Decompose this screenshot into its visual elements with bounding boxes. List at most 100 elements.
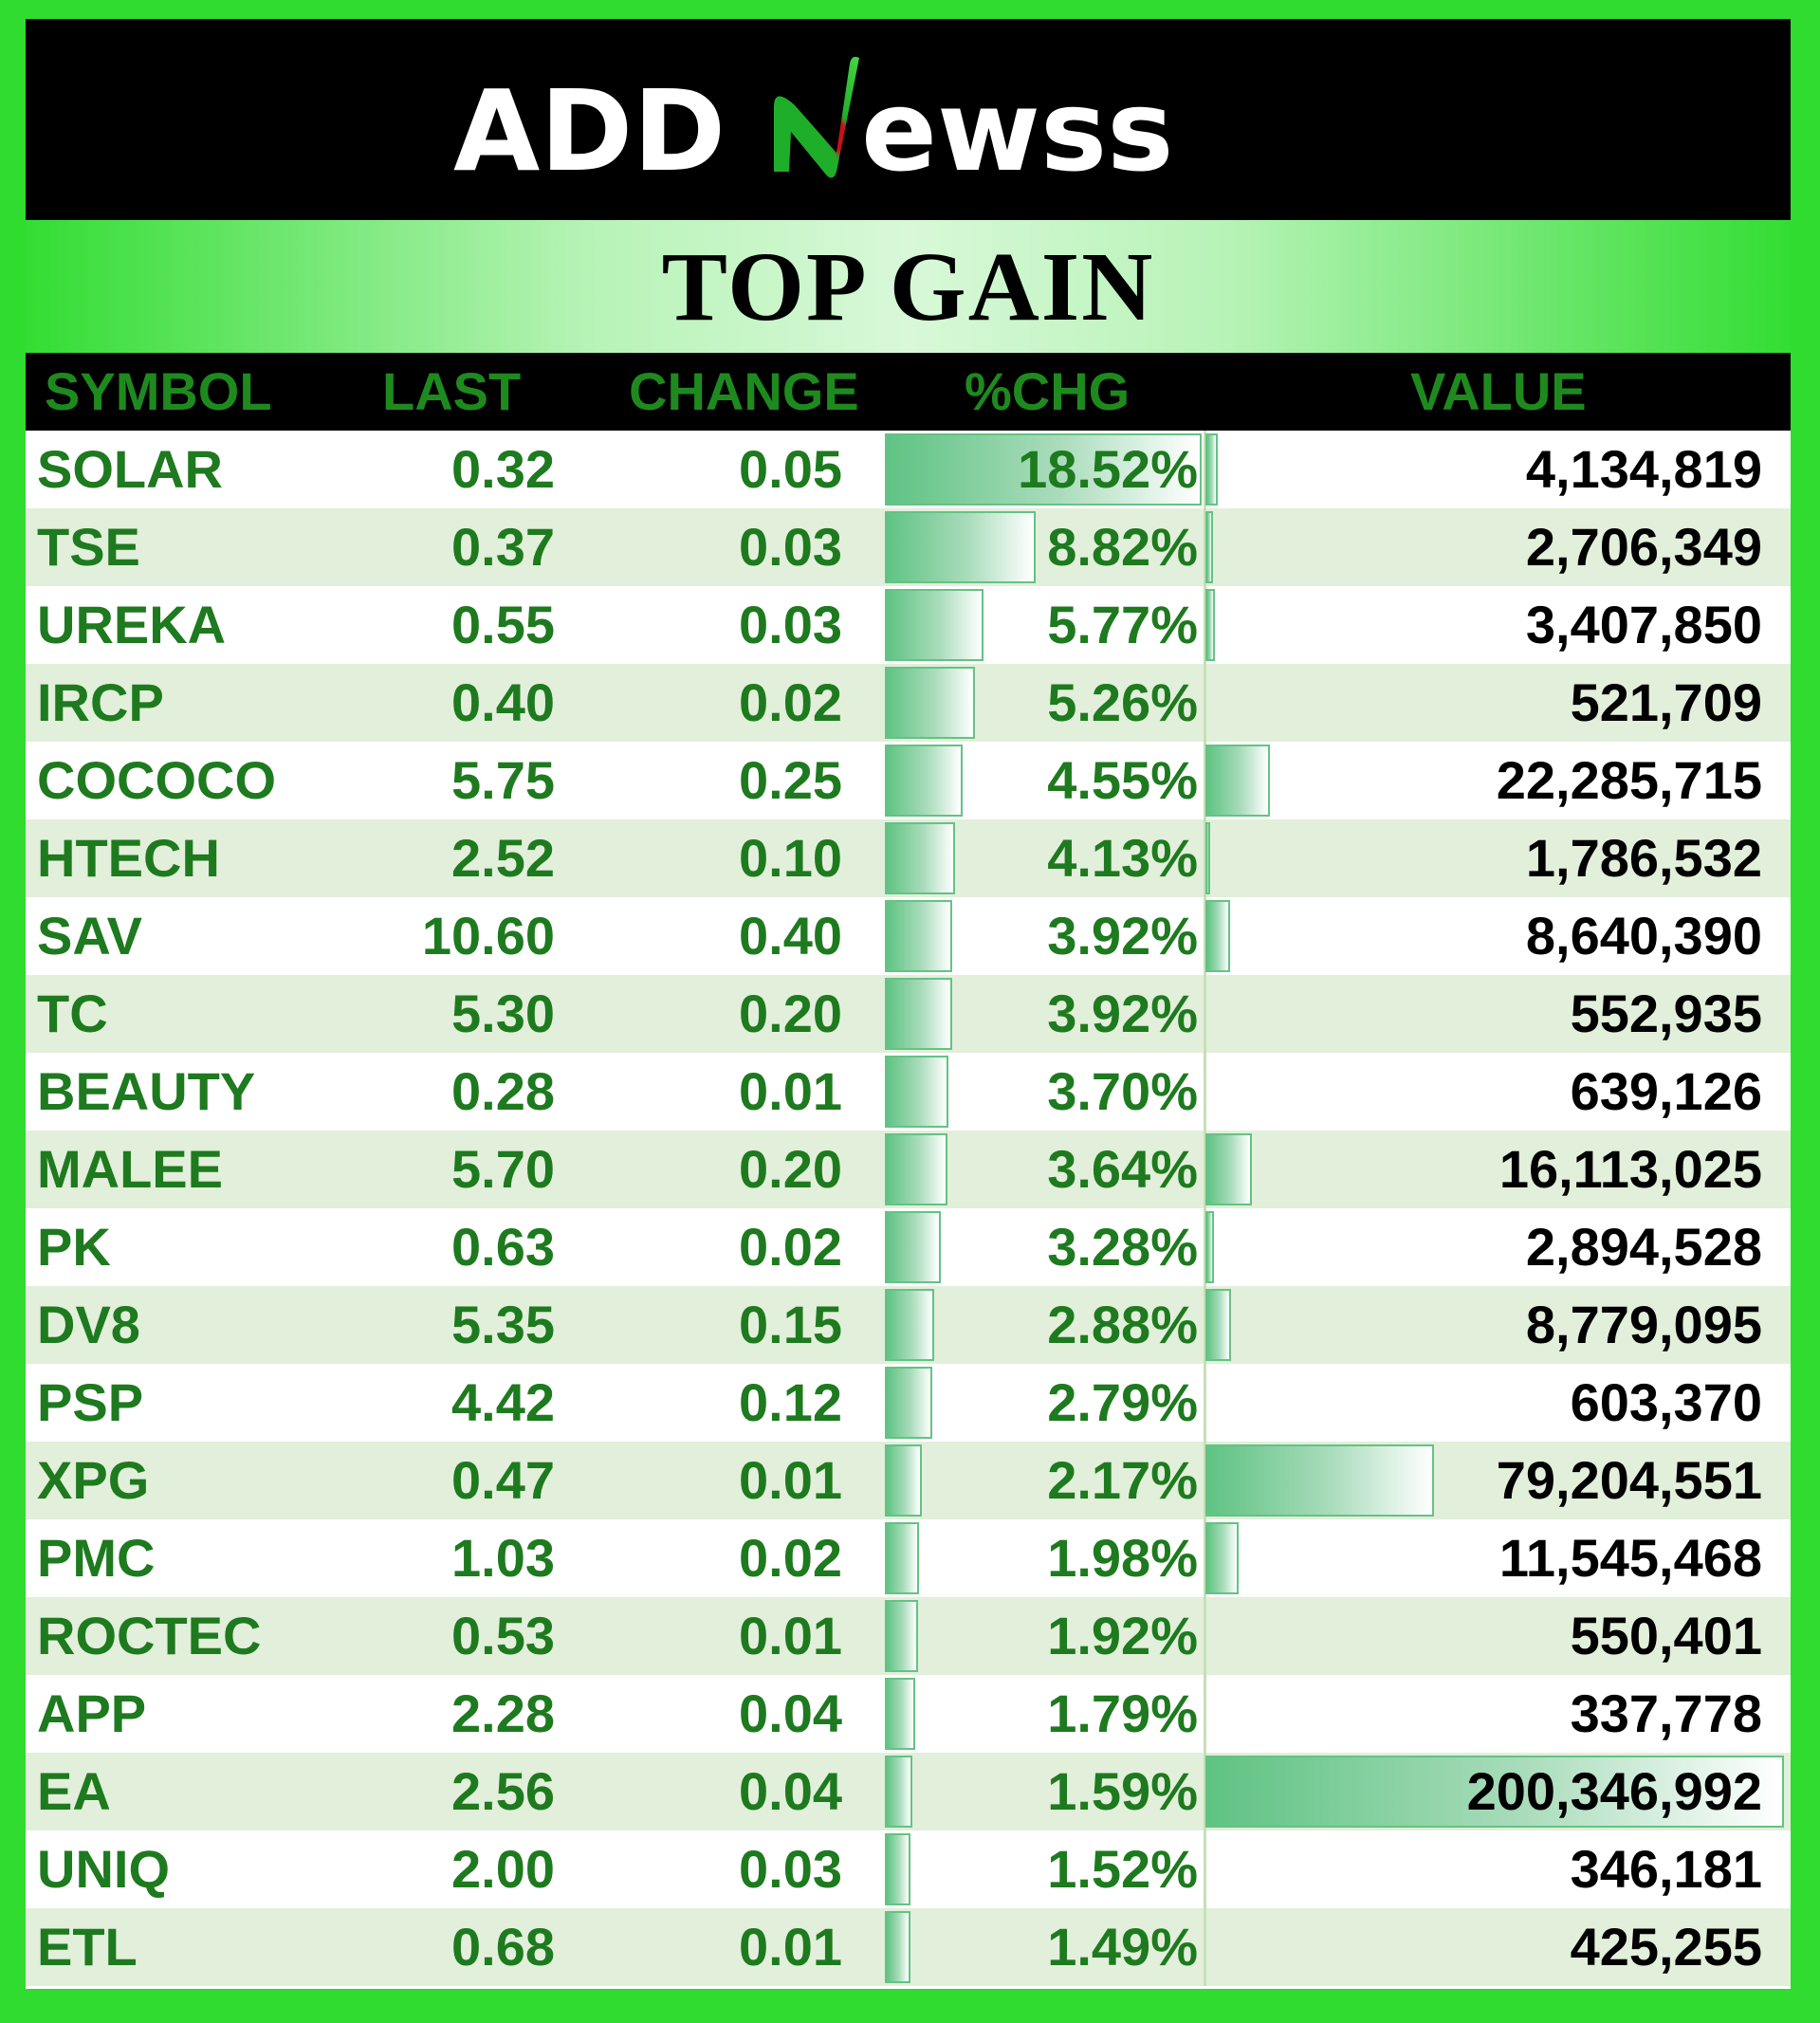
- symbol-cell: PMC: [37, 1528, 156, 1588]
- value-data-bar: [1205, 900, 1230, 972]
- symbol-cell: IRCP: [37, 672, 164, 732]
- pchg-data-bar: [885, 1756, 912, 1828]
- symbol-cell: XPG: [37, 1450, 150, 1510]
- symbol-cell: MALEE: [37, 1139, 223, 1199]
- change-cell: 0.20: [739, 1139, 842, 1199]
- pchg-data-bar: [885, 1133, 947, 1205]
- column-divider: [1204, 897, 1206, 975]
- pchg-cell: 3.64%: [1047, 1139, 1198, 1199]
- value-data-bar: [1205, 745, 1270, 817]
- change-cell: 0.25: [739, 750, 842, 810]
- value-data-bar: [1205, 822, 1210, 894]
- pchg-data-bar: [885, 1522, 919, 1594]
- page-title: TOP GAIN: [661, 231, 1155, 341]
- symbol-cell: TC: [37, 984, 108, 1043]
- pchg-data-bar: [885, 1367, 932, 1439]
- symbol-cell: COCOCO: [37, 750, 276, 810]
- pchg-data-bar: [885, 1056, 948, 1128]
- table-row: MALEE 5.70 0.20 3.64% 16,113,025: [26, 1131, 1791, 1208]
- symbol-cell: ETL: [37, 1917, 138, 1977]
- value-cell: 22,285,715: [1496, 750, 1762, 810]
- value-cell: 16,113,025: [1498, 1139, 1762, 1199]
- column-divider: [1204, 431, 1206, 508]
- table-row: BEAUTY 0.28 0.01 3.70% 639,126: [26, 1053, 1791, 1131]
- pchg-cell: 3.92%: [1047, 906, 1198, 966]
- table-frame: ADD ewss TOP GAIN SYMBOL LAST CHANGE %CH…: [26, 19, 1791, 1989]
- pchg-cell: 1.92%: [1047, 1606, 1198, 1665]
- pchg-cell: 1.79%: [1047, 1683, 1198, 1743]
- pchg-cell: 3.92%: [1047, 984, 1198, 1043]
- symbol-cell: BEAUTY: [37, 1061, 256, 1121]
- value-data-bar: [1205, 511, 1213, 583]
- change-cell: 0.03: [739, 517, 842, 577]
- last-cell: 4.42: [451, 1372, 555, 1432]
- symbol-cell: PSP: [37, 1372, 144, 1432]
- last-cell: 0.47: [451, 1450, 555, 1510]
- value-data-bar: [1205, 1289, 1231, 1361]
- symbol-cell: EA: [37, 1761, 111, 1821]
- pchg-cell: 4.13%: [1047, 828, 1198, 888]
- table-row: HTECH 2.52 0.10 4.13% 1,786,532: [26, 819, 1791, 897]
- table-row: COCOCO 5.75 0.25 4.55% 22,285,715: [26, 742, 1791, 819]
- pchg-data-bar: [885, 745, 963, 817]
- value-cell: 639,126: [1570, 1061, 1762, 1121]
- value-data-bar: [1205, 1133, 1252, 1205]
- table-row: PSP 4.42 0.12 2.79% 603,370: [26, 1364, 1791, 1442]
- column-divider: [1204, 1753, 1206, 1830]
- title-band: TOP GAIN: [26, 220, 1791, 353]
- value-data-bar: [1205, 1756, 1784, 1828]
- column-header-symbol: SYMBOL: [45, 361, 272, 421]
- last-cell: 0.37: [451, 517, 555, 577]
- column-divider: [1204, 819, 1206, 897]
- symbol-cell: HTECH: [37, 828, 220, 888]
- symbol-cell: UNIQ: [37, 1839, 170, 1899]
- table-row: ROCTEC 0.53 0.01 1.92% 550,401: [26, 1597, 1791, 1675]
- value-cell: 2,706,349: [1525, 517, 1762, 577]
- value-data-bar: [1205, 589, 1215, 661]
- change-cell: 0.04: [739, 1761, 842, 1821]
- change-cell: 0.20: [739, 984, 842, 1043]
- last-cell: 0.53: [451, 1606, 555, 1665]
- column-divider: [1204, 1208, 1206, 1286]
- table-row: SAV 10.60 0.40 3.92% 8,640,390: [26, 897, 1791, 975]
- pchg-cell: 1.52%: [1047, 1839, 1198, 1899]
- table-row: IRCP 0.40 0.02 5.26% 521,709: [26, 664, 1791, 742]
- symbol-cell: DV8: [37, 1295, 140, 1354]
- column-divider: [1204, 1364, 1206, 1442]
- value-cell: 11,545,468: [1498, 1528, 1762, 1588]
- pchg-cell: 18.52%: [1018, 439, 1198, 499]
- value-cell: 2,894,528: [1525, 1217, 1762, 1277]
- table-row: TC 5.30 0.20 3.92% 552,935: [26, 975, 1791, 1053]
- last-cell: 10.60: [421, 906, 555, 966]
- value-data-bar: [1205, 1444, 1434, 1517]
- symbol-cell: APP: [37, 1683, 147, 1743]
- pchg-data-bar: [885, 1911, 910, 1983]
- column-divider: [1204, 1597, 1206, 1675]
- change-cell: 0.05: [739, 439, 842, 499]
- column-divider: [1204, 975, 1206, 1053]
- change-cell: 0.02: [739, 672, 842, 732]
- pchg-cell: 1.49%: [1047, 1917, 1198, 1977]
- brand-logo: ADD ewss: [26, 19, 1791, 220]
- column-divider: [1204, 1675, 1206, 1753]
- column-divider: [1204, 742, 1206, 819]
- change-cell: 0.01: [739, 1606, 842, 1665]
- table-row: TSE 0.37 0.03 8.82% 2,706,349: [26, 508, 1791, 586]
- pchg-data-bar: [885, 667, 975, 739]
- table-row: APP 2.28 0.04 1.79% 337,778: [26, 1675, 1791, 1753]
- svg-text:ewss: ewss: [861, 65, 1174, 191]
- value-cell: 346,181: [1570, 1839, 1762, 1899]
- value-cell: 552,935: [1570, 984, 1762, 1043]
- pchg-cell: 5.77%: [1047, 595, 1198, 654]
- change-cell: 0.03: [739, 595, 842, 654]
- change-cell: 0.01: [739, 1061, 842, 1121]
- value-data-bar: [1205, 1522, 1239, 1594]
- value-cell: 521,709: [1570, 672, 1762, 732]
- last-cell: 0.40: [451, 672, 555, 732]
- last-cell: 1.03: [451, 1528, 555, 1588]
- brand-banner: ADD ewss: [26, 19, 1791, 220]
- symbol-cell: PK: [37, 1217, 111, 1277]
- pchg-data-bar: [885, 1211, 941, 1283]
- last-cell: 5.30: [451, 984, 555, 1043]
- value-cell: 550,401: [1570, 1606, 1762, 1665]
